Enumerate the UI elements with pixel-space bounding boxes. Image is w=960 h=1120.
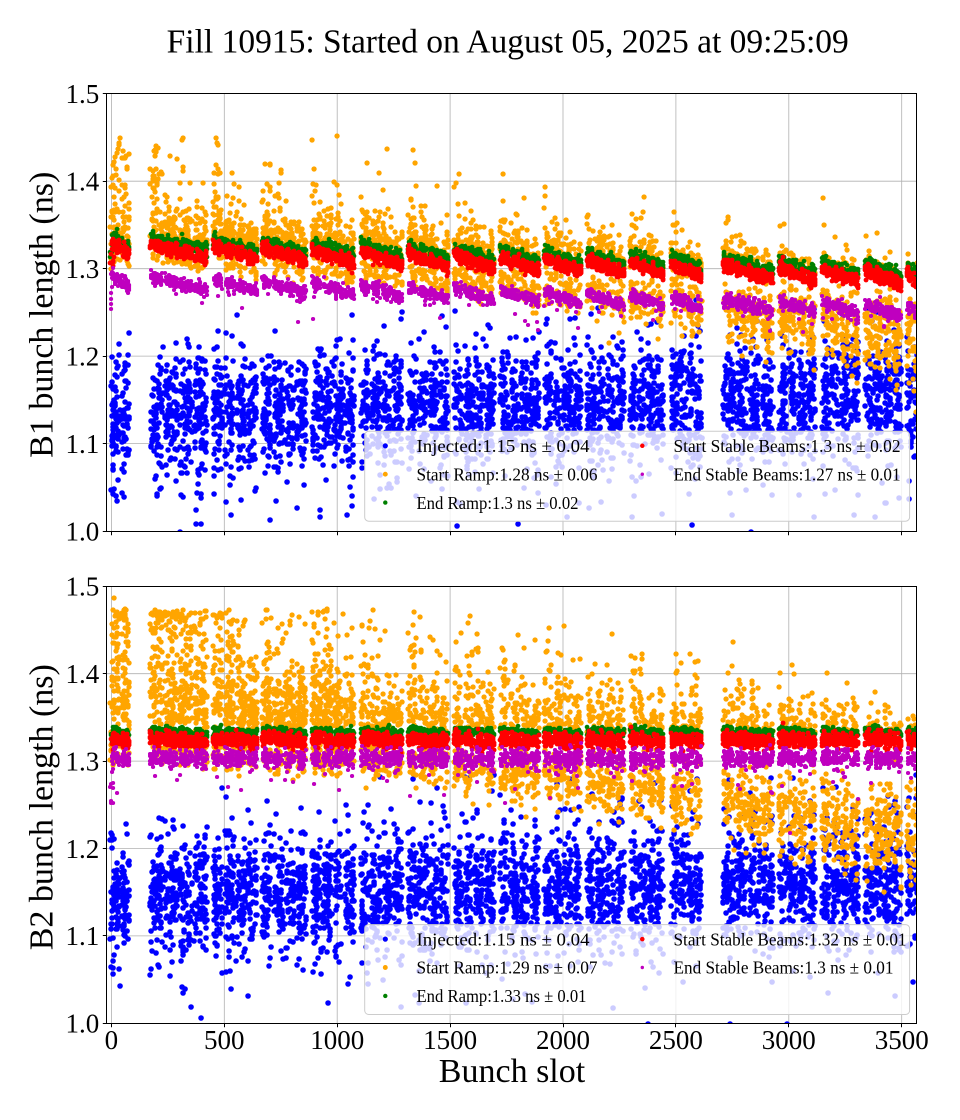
svg-text:Start Stable Beams:1.3 ns ± 0.: Start Stable Beams:1.3 ns ± 0.02 [674,436,901,456]
svg-text:3500: 3500 [875,1025,929,1055]
svg-text:End Ramp:1.33 ns ± 0.01: End Ramp:1.33 ns ± 0.01 [417,986,587,1006]
svg-text:1.1: 1.1 [66,921,100,951]
svg-text:B1 bunch length (ns): B1 bunch length (ns) [23,172,60,458]
svg-text:1.4: 1.4 [66,659,100,689]
svg-text:1.3: 1.3 [66,746,100,776]
svg-text:1000: 1000 [310,1025,364,1055]
svg-text:1.5: 1.5 [66,79,100,109]
svg-text:Start Ramp:1.29 ns ± 0.07: Start Ramp:1.29 ns ± 0.07 [417,958,598,978]
svg-text:End Stable Beams:1.3 ns ± 0.01: End Stable Beams:1.3 ns ± 0.01 [674,958,894,978]
svg-text:1500: 1500 [423,1025,477,1055]
svg-text:1.1: 1.1 [66,429,100,459]
svg-text:0: 0 [105,1025,119,1055]
svg-text:1.2: 1.2 [66,341,100,371]
svg-text:Start Stable Beams:1.32 ns ± 0: Start Stable Beams:1.32 ns ± 0.01 [674,929,907,949]
svg-text:1.4: 1.4 [66,167,100,197]
svg-text:Start Ramp:1.28 ns ± 0.06: Start Ramp:1.28 ns ± 0.06 [417,464,598,484]
svg-text:500: 500 [204,1025,245,1055]
svg-text:Bunch slot: Bunch slot [439,1053,586,1090]
svg-text:1.2: 1.2 [66,834,100,864]
svg-text:Fill 10915: Started on August: Fill 10915: Started on August 05, 2025 a… [167,24,849,61]
svg-text:1.0: 1.0 [66,1009,100,1039]
svg-text:2000: 2000 [536,1025,590,1055]
svg-text:2500: 2500 [649,1025,703,1055]
svg-text:End Stable Beams:1.27 ns ± 0.0: End Stable Beams:1.27 ns ± 0.01 [674,464,901,484]
svg-text:B2 bunch length (ns): B2 bunch length (ns) [23,664,60,950]
svg-text:3000: 3000 [762,1025,816,1055]
svg-text:Injected:1.15 ns ± 0.04: Injected:1.15 ns ± 0.04 [417,436,590,456]
svg-text:1.3: 1.3 [66,254,100,284]
svg-text:End Ramp:1.3 ns ± 0.02: End Ramp:1.3 ns ± 0.02 [417,493,579,513]
svg-text:1.0: 1.0 [66,516,100,546]
svg-text:1.5: 1.5 [66,572,100,602]
svg-text:Injected:1.15 ns ± 0.04: Injected:1.15 ns ± 0.04 [417,929,590,949]
